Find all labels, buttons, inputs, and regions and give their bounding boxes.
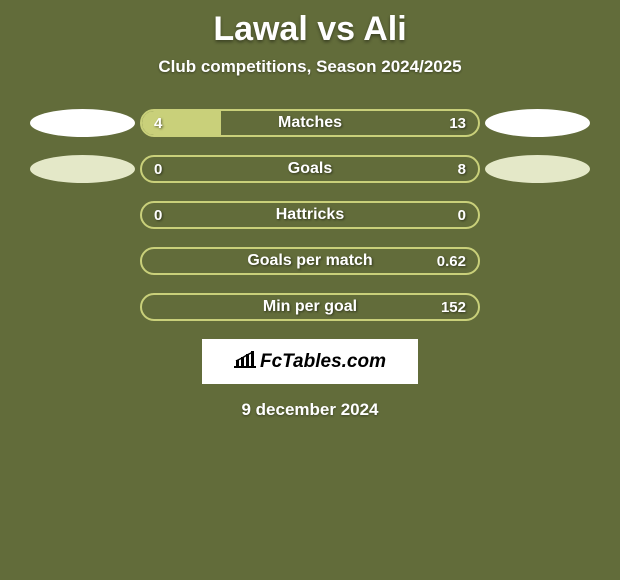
logo-box: FcTables.com — [202, 339, 418, 384]
stat-value-right: 8 — [458, 157, 466, 181]
player-avatar-right — [485, 155, 590, 183]
player-avatar-left — [30, 109, 135, 137]
stat-row: 0Hattricks0 — [0, 201, 620, 229]
stat-value-right: 0 — [458, 203, 466, 227]
stat-label: Goals per match — [142, 249, 478, 273]
date-label: 9 december 2024 — [0, 400, 620, 420]
logo-text: FcTables.com — [260, 351, 386, 373]
stat-label: Min per goal — [142, 295, 478, 319]
stat-label: Matches — [142, 111, 478, 135]
stat-bar: 4Matches13 — [140, 109, 480, 137]
stat-value-right: 152 — [441, 295, 466, 319]
stat-bar: Min per goal152 — [140, 293, 480, 321]
logo: FcTables.com — [234, 350, 386, 374]
stat-row: 0Goals8 — [0, 155, 620, 183]
stat-label: Hattricks — [142, 203, 478, 227]
stats-area: 4Matches130Goals80Hattricks0Goals per ma… — [0, 109, 620, 321]
comparison-subtitle: Club competitions, Season 2024/2025 — [0, 57, 620, 77]
stat-row: Goals per match0.62 — [0, 247, 620, 275]
stat-label: Goals — [142, 157, 478, 181]
comparison-title: Lawal vs Ali — [0, 0, 620, 49]
left-avatar-slot — [30, 109, 140, 137]
player-avatar-left — [30, 155, 135, 183]
stat-bar: 0Goals8 — [140, 155, 480, 183]
stat-bar: 0Hattricks0 — [140, 201, 480, 229]
stat-row: Min per goal152 — [0, 293, 620, 321]
stat-row: 4Matches13 — [0, 109, 620, 137]
right-avatar-slot — [480, 109, 590, 137]
player-avatar-right — [485, 109, 590, 137]
chart-icon — [234, 350, 256, 374]
stat-value-right: 0.62 — [437, 249, 466, 273]
left-avatar-slot — [30, 155, 140, 183]
stat-value-right: 13 — [449, 111, 466, 135]
right-avatar-slot — [480, 155, 590, 183]
stat-bar: Goals per match0.62 — [140, 247, 480, 275]
